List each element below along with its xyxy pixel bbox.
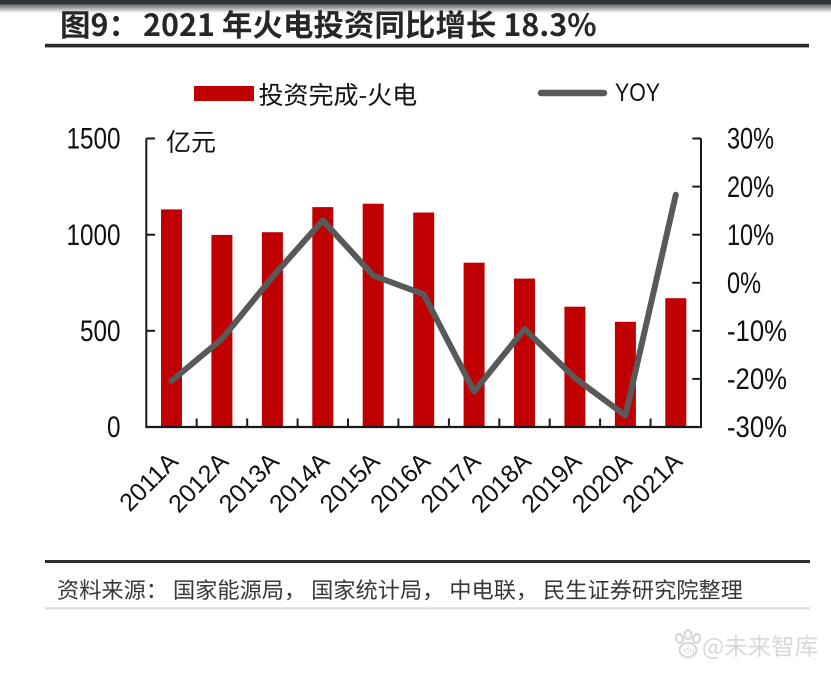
- svg-text:-20%: -20%: [727, 363, 787, 396]
- svg-text:YOY: YOY: [615, 79, 660, 107]
- svg-text:1000: 1000: [67, 219, 121, 252]
- svg-text:10%: 10%: [727, 219, 774, 252]
- svg-text:1500: 1500: [67, 123, 121, 156]
- svg-text:20%: 20%: [727, 171, 774, 204]
- svg-text:30%: 30%: [727, 123, 774, 156]
- svg-text:0: 0: [107, 411, 121, 444]
- svg-text:0%: 0%: [727, 267, 761, 300]
- svg-text:-30%: -30%: [727, 411, 787, 444]
- svg-text:500: 500: [80, 315, 121, 348]
- svg-text:-10%: -10%: [727, 315, 787, 348]
